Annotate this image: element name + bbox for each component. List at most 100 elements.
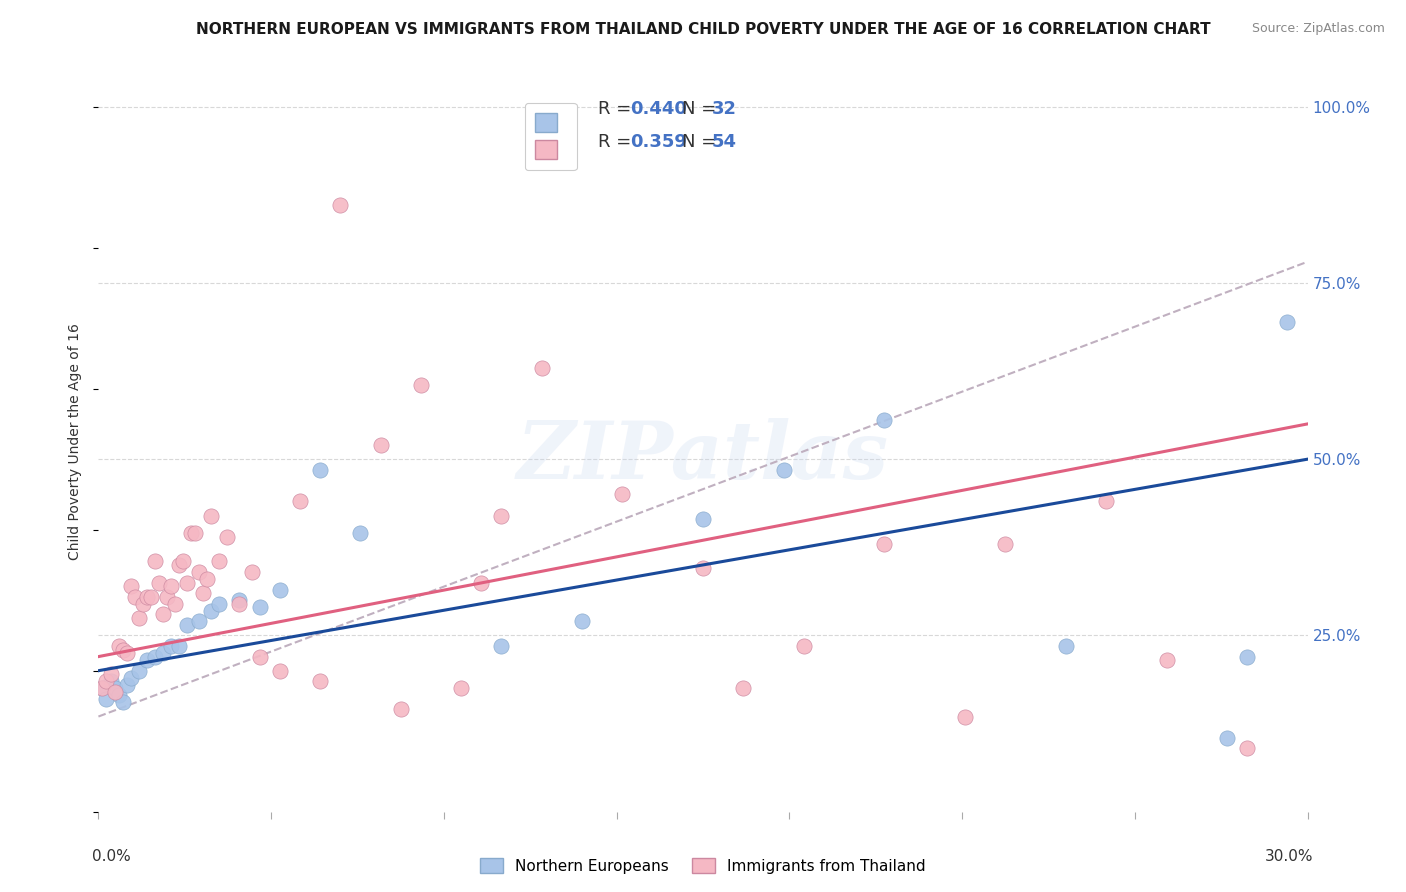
Point <box>1095 494 1118 508</box>
Point <box>120 579 142 593</box>
Point <box>96 692 118 706</box>
Point <box>152 646 174 660</box>
Point <box>180 526 202 541</box>
Point <box>163 597 186 611</box>
Point <box>953 709 976 723</box>
Point <box>288 494 311 508</box>
Text: ZIPatlas: ZIPatlas <box>517 417 889 495</box>
Point <box>160 579 183 593</box>
Point <box>249 649 271 664</box>
Text: 0.359: 0.359 <box>630 133 688 151</box>
Point <box>733 681 755 696</box>
Point <box>176 575 198 590</box>
Point <box>132 597 155 611</box>
Point <box>115 678 138 692</box>
Point <box>139 590 162 604</box>
Point <box>571 615 593 629</box>
Point <box>793 639 815 653</box>
Point <box>100 674 122 689</box>
Point <box>176 618 198 632</box>
Text: 30.0%: 30.0% <box>1265 849 1313 863</box>
Point <box>228 593 250 607</box>
Point <box>184 526 207 541</box>
Point <box>349 526 371 541</box>
Point <box>1236 741 1258 756</box>
Point <box>172 554 194 568</box>
Point <box>692 512 714 526</box>
Text: 54: 54 <box>711 133 737 151</box>
Point <box>873 413 896 427</box>
Point <box>152 607 174 622</box>
Point <box>91 681 114 696</box>
Point <box>103 681 125 696</box>
Text: NORTHERN EUROPEAN VS IMMIGRANTS FROM THAILAND CHILD POVERTY UNDER THE AGE OF 16 : NORTHERN EUROPEAN VS IMMIGRANTS FROM THA… <box>195 22 1211 37</box>
Point <box>309 674 332 689</box>
Point <box>111 695 134 709</box>
Point <box>156 590 179 604</box>
Point <box>128 664 150 678</box>
Point <box>217 530 239 544</box>
Point <box>491 639 513 653</box>
Text: N =: N = <box>682 133 723 151</box>
Point <box>309 463 332 477</box>
Point <box>195 572 218 586</box>
Point <box>143 649 166 664</box>
Point <box>200 604 222 618</box>
Y-axis label: Child Poverty Under the Age of 16: Child Poverty Under the Age of 16 <box>69 323 83 560</box>
Point <box>193 586 215 600</box>
Point <box>96 674 118 689</box>
Point <box>1054 639 1077 653</box>
Text: R =: R = <box>598 133 637 151</box>
Point <box>167 558 190 572</box>
Text: R =: R = <box>598 100 637 119</box>
Point <box>128 611 150 625</box>
Point <box>1156 653 1178 667</box>
Point <box>188 565 211 579</box>
Point <box>111 642 134 657</box>
Point <box>148 575 170 590</box>
Point <box>450 681 472 696</box>
Point <box>1277 315 1299 329</box>
Point <box>240 565 263 579</box>
Text: 0.440: 0.440 <box>630 100 688 119</box>
Point <box>692 561 714 575</box>
Text: 32: 32 <box>711 100 737 119</box>
Point <box>200 508 222 523</box>
Text: N =: N = <box>682 100 723 119</box>
Point <box>994 537 1017 551</box>
Point <box>1236 649 1258 664</box>
Text: Source: ZipAtlas.com: Source: ZipAtlas.com <box>1251 22 1385 36</box>
Point <box>269 582 291 597</box>
Point <box>470 575 492 590</box>
Point <box>103 685 125 699</box>
Point <box>91 681 114 696</box>
Point <box>208 554 231 568</box>
Point <box>491 508 513 523</box>
Point <box>143 554 166 568</box>
Point <box>249 600 271 615</box>
Point <box>370 438 392 452</box>
Point <box>135 590 157 604</box>
Point <box>530 360 553 375</box>
Point <box>120 671 142 685</box>
Point <box>1216 731 1239 745</box>
Point <box>167 639 190 653</box>
Point <box>100 667 122 681</box>
Point <box>329 198 352 212</box>
Point <box>228 597 250 611</box>
Point <box>160 639 183 653</box>
Point <box>107 639 129 653</box>
Legend: Northern Europeans, Immigrants from Thailand: Northern Europeans, Immigrants from Thai… <box>474 852 932 880</box>
Point <box>135 653 157 667</box>
Point <box>188 615 211 629</box>
Point <box>208 597 231 611</box>
Point <box>269 664 291 678</box>
Legend: , : , <box>524 103 576 170</box>
Point <box>389 702 412 716</box>
Point <box>124 590 146 604</box>
Point <box>772 463 794 477</box>
Point <box>612 487 634 501</box>
Point <box>107 689 129 703</box>
Point <box>115 646 138 660</box>
Point <box>409 378 432 392</box>
